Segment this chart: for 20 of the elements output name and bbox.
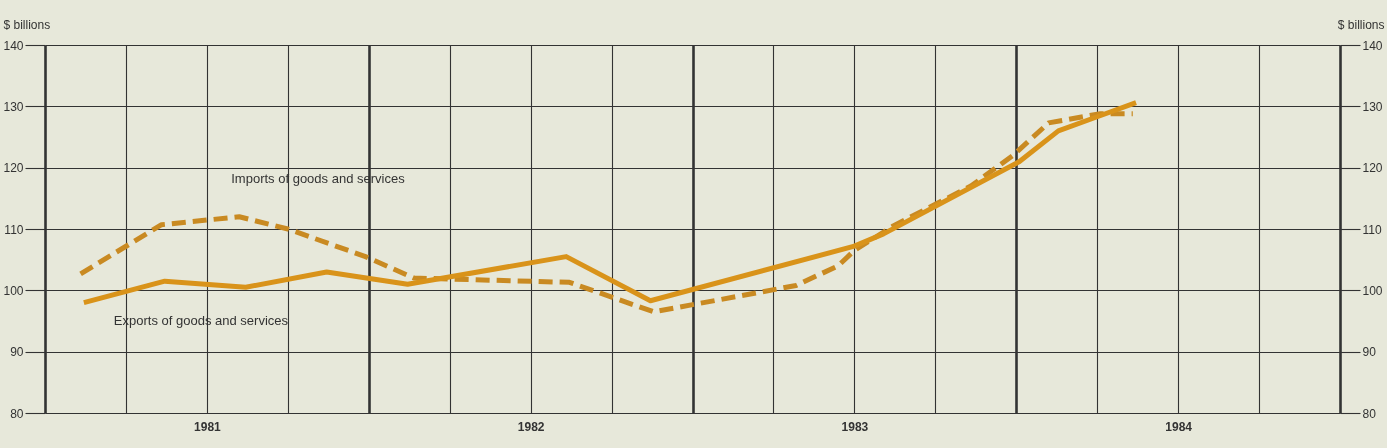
x-tick-label: 1983 xyxy=(841,419,869,434)
y2-tick-label: 110 xyxy=(1362,222,1382,237)
x-tick-label: 1984 xyxy=(1165,419,1193,434)
y-tick-label: 80 xyxy=(10,406,24,421)
y-tick-label: 90 xyxy=(10,345,24,360)
y-tick-label: 110 xyxy=(4,222,24,237)
y2-tick-label: 100 xyxy=(1362,283,1383,298)
x-tick-label: 1982 xyxy=(517,419,545,434)
y2-tick-label: 140 xyxy=(1362,38,1383,53)
y2-tick-label: 80 xyxy=(1362,406,1377,421)
y-tick-label: 140 xyxy=(3,38,24,53)
y-tick-label: 120 xyxy=(3,161,24,176)
x-tick-label: 1981 xyxy=(194,419,222,434)
y-tick-label: 130 xyxy=(3,99,24,114)
y2-tick-label: 120 xyxy=(1362,161,1383,176)
y2-tick-label: 130 xyxy=(1362,99,1383,114)
y2-axis-title: $ billions xyxy=(1337,17,1385,32)
y-tick-label: 100 xyxy=(3,283,24,298)
y-axis-title: $ billions xyxy=(3,17,51,32)
y2-tick-label: 90 xyxy=(1362,345,1377,360)
